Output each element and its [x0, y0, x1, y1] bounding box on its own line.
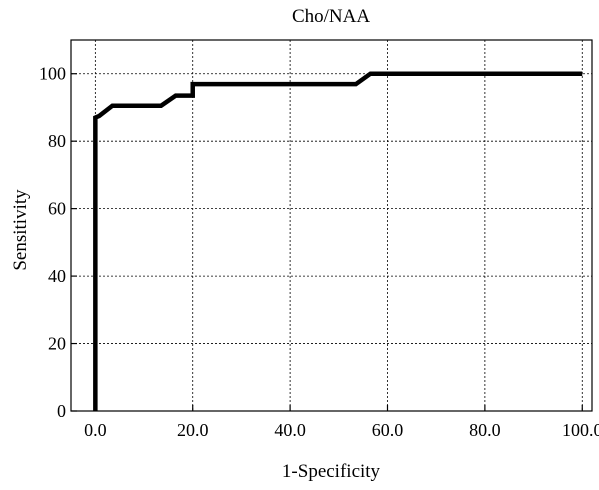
y-tick-label: 20	[48, 334, 66, 354]
roc-curve	[93, 71, 583, 411]
x-tick-label: 60.0	[372, 420, 404, 440]
y-tick-label: 60	[48, 199, 66, 219]
y-axis-label: Sensitivity	[10, 189, 31, 271]
x-tick-label: 40.0	[274, 420, 306, 440]
axis-ticks: 0.0 20.0 40.0 60.0 80.0 100.0 0 20 40 60 80 100	[39, 64, 599, 440]
series-layer	[93, 71, 583, 411]
y-tick-label: 80	[48, 131, 66, 151]
x-tick-label: 100.0	[562, 420, 599, 440]
x-tick-label: 80.0	[469, 420, 501, 440]
x-axis-label: 1-Specificity	[282, 461, 381, 482]
x-tick-label: 20.0	[177, 420, 209, 440]
plot-area	[70, 39, 593, 412]
y-tick-label: 0	[57, 401, 66, 421]
chart-title: Cho/NAA	[292, 6, 370, 27]
y-tick-label: 100	[39, 64, 66, 84]
grid	[71, 40, 592, 411]
x-tick-label: 0.0	[84, 420, 107, 440]
y-tick-label: 40	[48, 266, 66, 286]
